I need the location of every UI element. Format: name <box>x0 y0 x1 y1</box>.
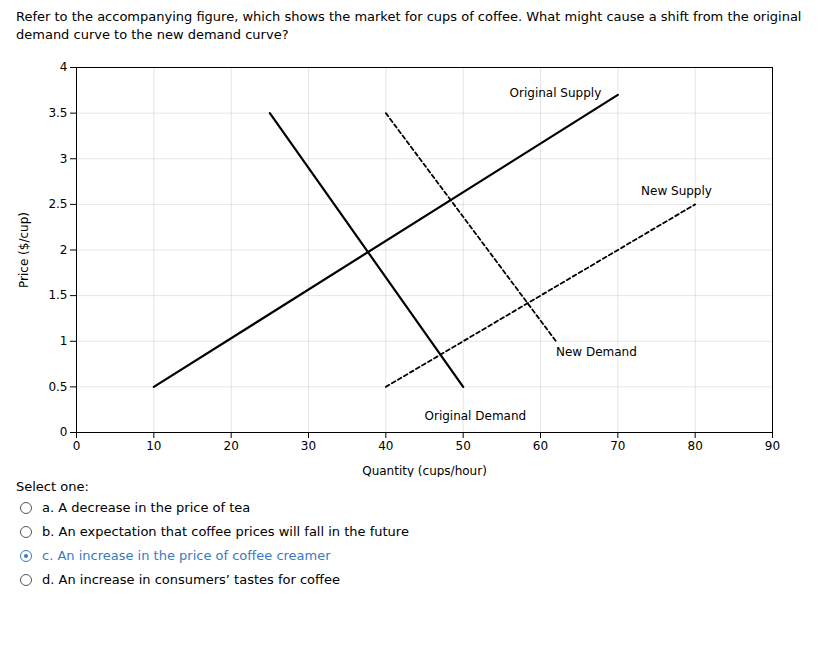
html-text:Refer to the accompanying figu: Refer to the accompanying figure, which … <box>16 9 802 42</box>
svg-text:80: 80 <box>688 439 703 453</box>
svg-text:Quantity (cups/hour): Quantity (cups/hour) <box>362 464 487 478</box>
svg-text:3.5: 3.5 <box>48 106 67 120</box>
svg-text:New Supply: New Supply <box>641 184 712 198</box>
svg-text:10: 10 <box>146 439 161 453</box>
svg-text:20: 20 <box>224 439 239 453</box>
svg-text:40: 40 <box>378 439 393 453</box>
svg-text:0: 0 <box>73 439 81 453</box>
svg-text:70: 70 <box>610 439 625 453</box>
svg-text:0: 0 <box>60 425 68 439</box>
svg-text:Price ($/cup): Price ($/cup) <box>17 212 31 288</box>
html-text:c. An increase in the price of: c. An increase in the price of coffee cr… <box>42 548 331 564</box>
svg-text:1: 1 <box>60 334 68 348</box>
svg-text:90: 90 <box>765 439 780 453</box>
svg-text:1.5: 1.5 <box>48 289 67 303</box>
svg-text:0.5: 0.5 <box>48 380 67 394</box>
html-text:d. An increase in consumers’ t: d. An increase in consumers’ tastes for … <box>42 572 340 588</box>
svg-text:50: 50 <box>456 439 471 453</box>
html-text:Select one:: Select one: <box>16 479 89 495</box>
svg-text:60: 60 <box>533 439 548 453</box>
svg-text:30: 30 <box>301 439 316 453</box>
svg-text:Original Demand: Original Demand <box>425 409 527 423</box>
svg-text:4: 4 <box>60 60 68 74</box>
svg-text:2: 2 <box>60 243 68 257</box>
html-text:a. A decrease in the price of: a. A decrease in the price of tea <box>42 500 251 516</box>
svg-text:2.5: 2.5 <box>48 197 67 211</box>
svg-text:3: 3 <box>60 152 68 166</box>
html-text:b. An expectation that coffee: b. An expectation that coffee prices wil… <box>42 524 409 540</box>
svg-text:New Demand: New Demand <box>556 345 637 359</box>
svg-text:Original Supply: Original Supply <box>510 87 602 101</box>
